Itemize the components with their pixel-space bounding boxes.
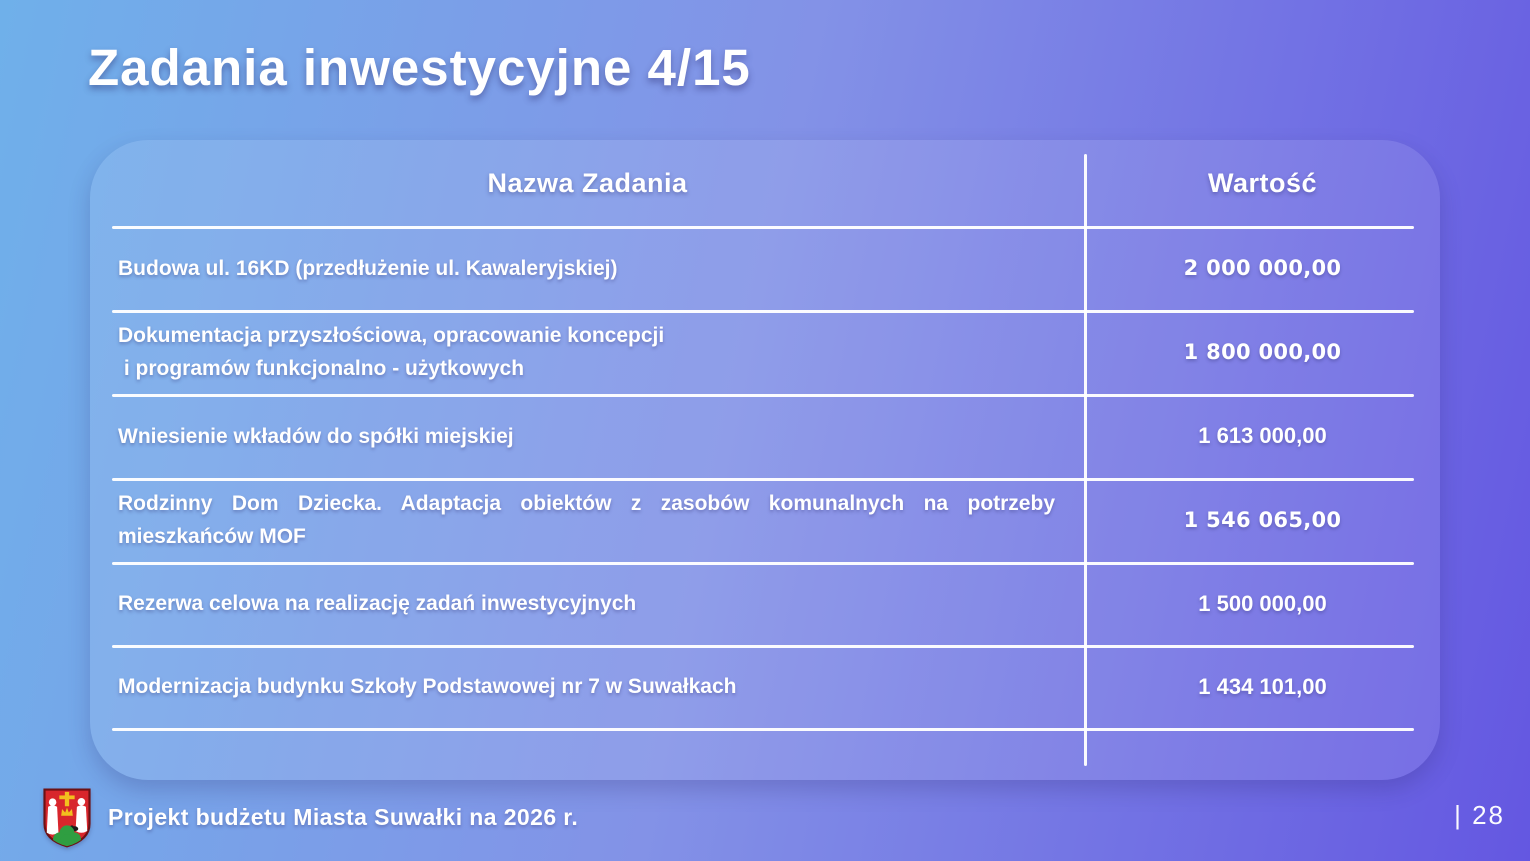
task-value-cell: 1 434 101,00 [1198,673,1327,699]
row-divider-line [112,478,1414,481]
slide-title: Zadania inwestycyjne 4/15 [88,39,751,96]
row-divider-line [112,394,1414,397]
investment-tasks-table: Nazwa Zadania Wartość Budowa ul. 16KD (p… [90,140,1440,780]
footer: Projekt budżetu Miasta Suwałki na 2026 r… [40,786,578,849]
row-divider-line [112,645,1414,648]
suwalki-coat-of-arms-logo [43,788,91,848]
row-divider-line [112,562,1414,565]
column-header-task-name: Nazwa Zadania [487,167,688,198]
table-grid: Nazwa Zadania Wartość Budowa ul. 16KD (p… [90,140,1440,780]
row-divider-line [112,728,1414,731]
task-name-cell: Rodzinny Dom Dziecka. Adaptacja obiektów… [118,492,1061,548]
task-name-cell: Dokumentacja przyszłościowa, opracowanie… [118,324,665,380]
task-value-cell: 1 800 000,00 [1183,340,1342,364]
row-divider-line [112,226,1414,229]
task-name-cell: Modernizacja budynku Szkoły Podstawowej … [118,675,737,698]
task-value-cell: 2 000 000,00 [1183,256,1342,280]
column-divider-line [1084,154,1087,766]
row-divider-line [112,310,1414,313]
task-value-cell: 1 613 000,00 [1198,423,1327,448]
column-header-value: Wartość [1207,167,1318,198]
task-name-cell: Wniesienie wkładów do spółki miejskiej [118,424,514,448]
task-value-cell: 1 500 000,00 [1198,590,1327,616]
page-number: | 28 [1454,800,1505,830]
task-name-cell: Rezerwa celowa na realizację zadań inwes… [118,592,637,615]
task-value-cell: 1 546 065,00 [1183,508,1342,532]
task-name-cell: Budowa ul. 16KD (przedłużenie ul. Kawale… [118,256,618,280]
footer-text: Projekt budżetu Miasta Suwałki na 2026 r… [108,804,579,830]
